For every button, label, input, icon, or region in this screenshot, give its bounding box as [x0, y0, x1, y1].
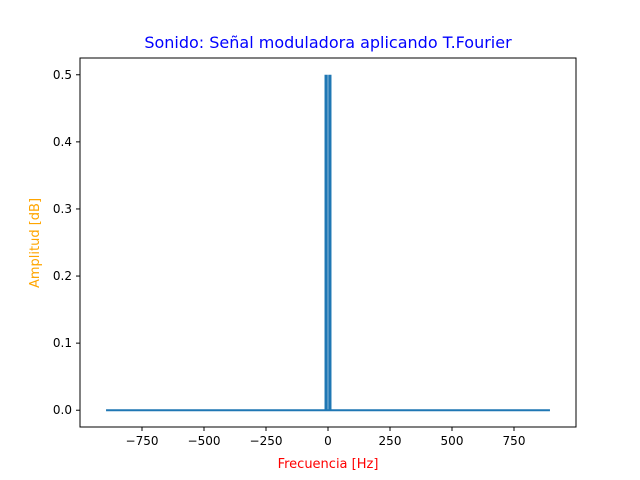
x-tick-label: 750: [503, 434, 526, 448]
x-tick-label: 250: [379, 434, 402, 448]
y-tick-label: 0.0: [53, 403, 72, 417]
y-tick-label: 0.2: [53, 269, 72, 283]
x-tick-label: −500: [188, 434, 221, 448]
x-tick-label: −750: [126, 434, 159, 448]
x-axis-label: Frecuencia [Hz]: [278, 457, 379, 472]
x-tick-label: 500: [441, 434, 464, 448]
x-axis-ticks: −750 −500 −250 0 250 500 750: [126, 427, 526, 448]
chart-title: Sonido: Señal moduladora aplicando T.Fou…: [144, 33, 512, 52]
plot-frame: [79, 57, 577, 428]
y-tick-label: 0.1: [53, 336, 72, 350]
plot-area: [106, 74, 550, 412]
x-tick-label: 0: [324, 434, 332, 448]
y-tick-label: 0.4: [53, 135, 72, 149]
y-axis-label: Amplitud [dB]: [28, 198, 43, 288]
y-tick-label: 0.5: [53, 68, 72, 82]
series-line-1: [106, 74, 550, 412]
y-tick-label: 0.3: [53, 202, 72, 216]
y-axis-ticks: 0.0 0.1 0.2 0.3 0.4 0.5: [53, 68, 80, 417]
x-tick-label: −250: [250, 434, 283, 448]
